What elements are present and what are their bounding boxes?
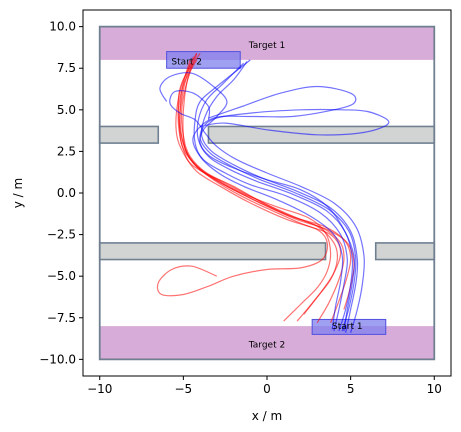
y-tick-label: −10.0 (39, 352, 76, 366)
y-tick-label: 0.0 (57, 186, 76, 200)
obstacle-3 (98, 242, 327, 261)
x-tick-label: 10 (427, 382, 442, 396)
zone-label-start-2: Start 2 (171, 58, 202, 68)
x-axis-label: x / m (252, 409, 282, 423)
blue-trajectory-1 (193, 59, 348, 332)
zone-label-start-1: Start 1 (332, 322, 363, 332)
blue-trajectory-7 (159, 72, 356, 332)
axis-ticks: −10 −5 0 5 10 −10.0 −7.5 −5.0 −2.5 0.0 2.5 5.0 7.5 10… (39, 20, 442, 396)
zone-label-target-2: Target 2 (248, 340, 285, 350)
blue-trajectory-5 (192, 85, 357, 330)
blue-trajectory-4 (169, 90, 365, 333)
start-zone-2 (166, 51, 241, 69)
y-tick-label: 2.5 (57, 144, 76, 158)
y-axis-label: y / m (11, 178, 25, 208)
x-tick-label: −10 (87, 382, 112, 396)
x-tick-label: 5 (347, 382, 355, 396)
red-trajectory-3 (180, 53, 345, 324)
y-tick-label: −7.5 (47, 311, 76, 325)
red-trajectory-6 (156, 53, 329, 297)
blue-trajectory-6 (199, 108, 390, 332)
blue-trajectory-2 (196, 62, 354, 332)
y-tick-label: 7.5 (57, 61, 76, 75)
zone-label-target-1: Target 1 (248, 41, 285, 51)
obstacle-4 (374, 242, 436, 261)
red-trajectory-7 (179, 63, 342, 315)
arena-boundary (98, 25, 436, 361)
target-zone-1 (99, 26, 435, 60)
y-tick-label: 5.0 (57, 103, 76, 117)
x-tick-label: −5 (175, 382, 193, 396)
y-tick-label: 10.0 (49, 20, 76, 34)
x-tick-label: 0 (263, 382, 271, 396)
y-tick-label: −5.0 (47, 269, 76, 283)
plot-area: Target 1 Target 2 Start 1 Start 2 (98, 25, 436, 361)
obstacle-1 (98, 125, 160, 144)
y-tick-label: −2.5 (47, 228, 76, 242)
